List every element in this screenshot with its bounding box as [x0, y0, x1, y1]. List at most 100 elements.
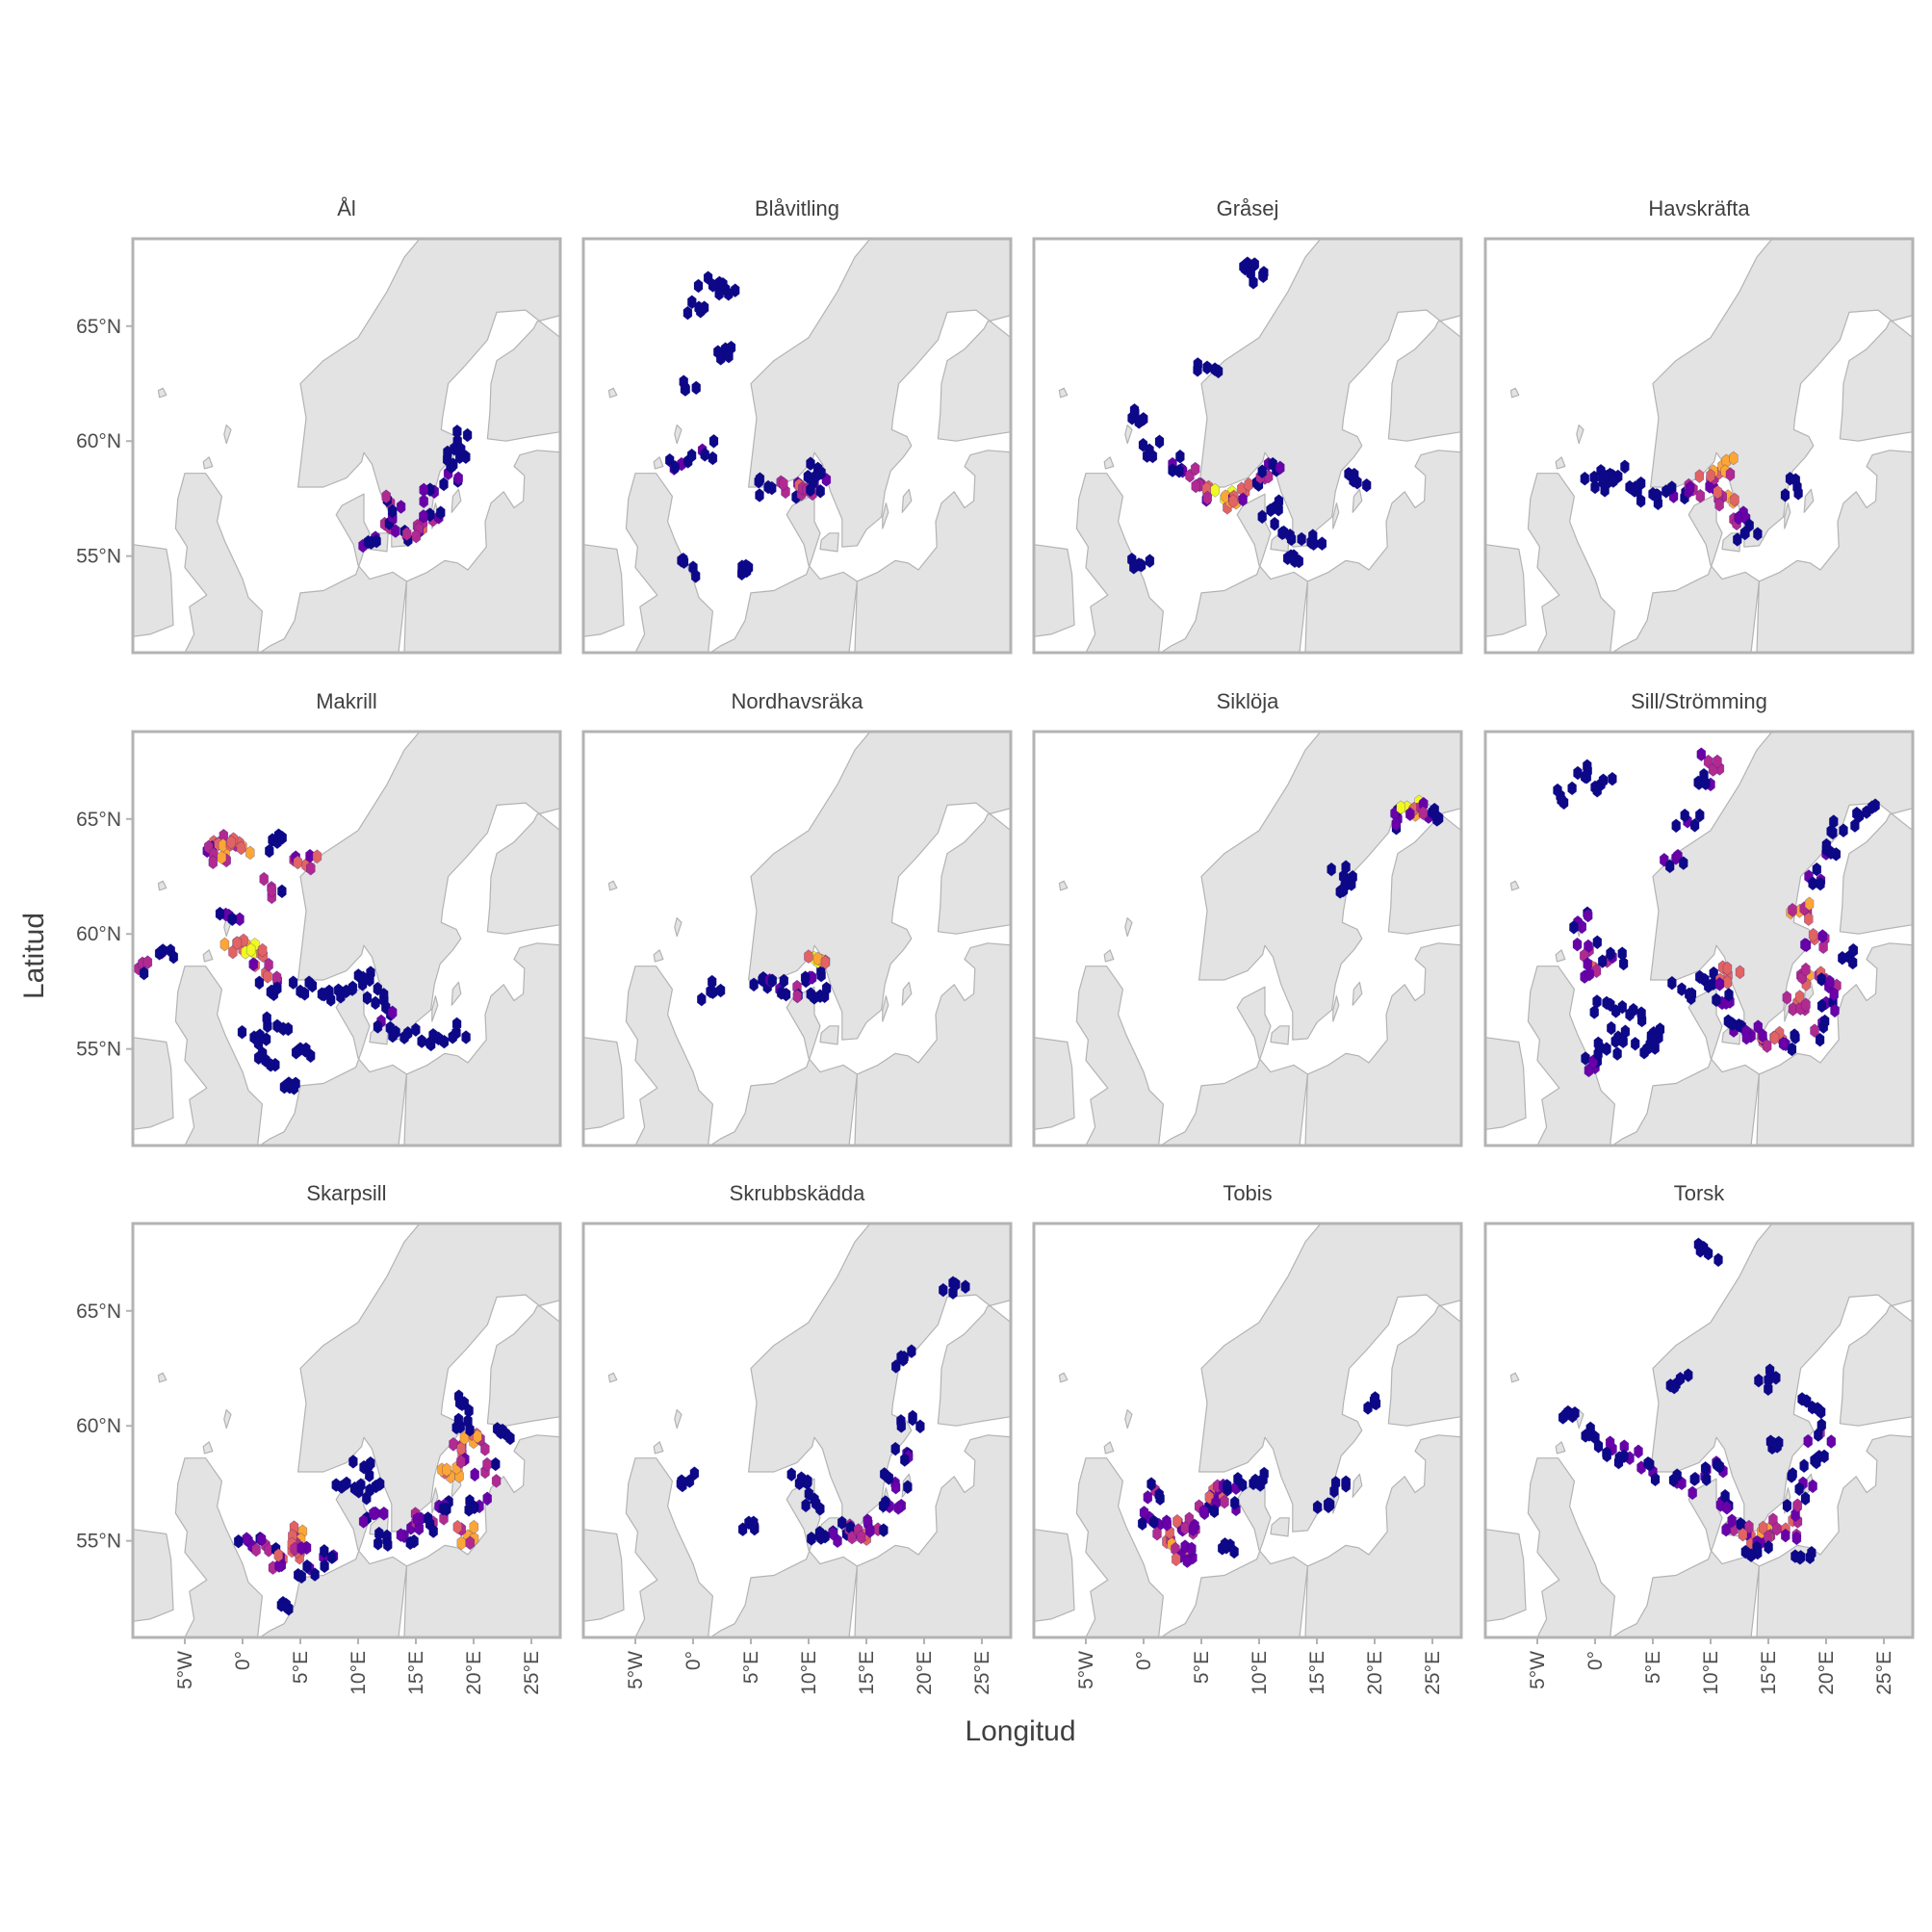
hex-cell: [456, 1535, 467, 1551]
hex-cell: [1583, 908, 1593, 923]
hex-cell: [730, 283, 740, 298]
hex-cell: [961, 1279, 970, 1295]
hex-cell: [1664, 859, 1675, 874]
x-tick-label: 15°E: [1758, 1651, 1780, 1695]
hex-cell: [1610, 1034, 1620, 1049]
hex-cell: [265, 843, 274, 859]
hex-cell: [815, 1501, 825, 1516]
hex-cell: [1807, 1545, 1816, 1560]
hex-cell: [1816, 1404, 1826, 1420]
hex-cell: [915, 1419, 925, 1434]
hex-cell: [1712, 992, 1721, 1008]
x-tick-label: 5°E: [740, 1651, 762, 1684]
hex-cell: [417, 1034, 426, 1049]
hexbin-layer: [1127, 256, 1372, 575]
hex-cell: [816, 967, 826, 983]
hex-cell: [168, 949, 179, 965]
hex-cell: [1188, 1522, 1198, 1537]
hex-cell: [1667, 480, 1677, 495]
hex-cell: [1617, 946, 1627, 962]
hex-cell: [811, 468, 821, 483]
hex-cell: [371, 995, 380, 1011]
hex-cell: [1581, 1051, 1590, 1066]
hex-cell: [470, 1500, 479, 1515]
hex-cell: [1646, 1032, 1657, 1046]
hex-cell: [236, 840, 246, 856]
hex-cell: [950, 1276, 961, 1292]
hex-cell: [300, 1043, 311, 1058]
x-tick-label: 5°W: [1075, 1651, 1097, 1689]
hex-cell: [1198, 1504, 1209, 1519]
hex-cell: [1793, 485, 1803, 501]
hex-cell: [1804, 896, 1815, 912]
hex-cell: [1341, 860, 1351, 875]
hex-cell: [815, 483, 825, 499]
hex-cell: [1220, 1494, 1229, 1509]
hex-cell: [693, 278, 704, 294]
hex-cell: [154, 945, 165, 961]
hex-cell: [1800, 1491, 1811, 1507]
hex-cell: [1582, 769, 1592, 785]
hex-cell: [362, 1490, 372, 1506]
hex-cell: [1346, 877, 1356, 891]
hex-cell: [1598, 773, 1609, 788]
hex-cell: [1730, 492, 1739, 507]
hex-cell: [1803, 1433, 1814, 1449]
hex-cell: [331, 1478, 341, 1493]
hex-cell: [801, 1498, 811, 1513]
x-tick-label: 5°W: [1527, 1651, 1549, 1689]
hex-cell: [1685, 480, 1695, 496]
hex-cell: [1825, 974, 1835, 990]
hex-cell: [1650, 1472, 1661, 1487]
hex-cell: [755, 472, 765, 487]
hex-cell: [257, 942, 268, 958]
hex-cell: [348, 1454, 358, 1469]
hex-cell: [1696, 747, 1707, 762]
hex-cell: [899, 1350, 909, 1365]
facet-title: Nordhavsräka: [732, 689, 864, 713]
hex-cell: [1703, 979, 1713, 993]
hex-cell: [1278, 525, 1289, 540]
hex-cell: [451, 1420, 462, 1435]
hexbin-layer: [233, 1389, 515, 1616]
hex-cell: [1675, 1371, 1686, 1386]
hex-cell: [890, 1480, 901, 1495]
hex-cell: [1202, 360, 1212, 375]
hex-cell: [1567, 781, 1577, 796]
hex-cell: [1396, 800, 1406, 815]
x-tick-label: 0°: [232, 1651, 254, 1670]
hex-cell: [453, 471, 464, 486]
hex-cell: [1801, 1394, 1812, 1408]
hex-cell: [435, 505, 446, 521]
hex-cell: [1590, 780, 1600, 795]
hex-cell: [280, 1598, 291, 1613]
hex-cell: [893, 1500, 904, 1515]
hex-cell: [1174, 463, 1184, 478]
hex-cell: [412, 1511, 423, 1527]
hex-cell: [1606, 997, 1615, 1013]
hex-cell: [356, 1478, 366, 1493]
hex-cell: [1680, 808, 1689, 823]
x-tick-label: 25°E: [971, 1651, 993, 1695]
hex-cell: [411, 528, 422, 544]
hex-cell: [1722, 961, 1733, 976]
hex-cell: [465, 1535, 476, 1551]
hex-cell: [1607, 1020, 1616, 1036]
facet-panel: Skrubbskädda: [581, 1181, 1013, 1639]
hex-cell: [1307, 528, 1318, 544]
y-axis-title: Latitud: [18, 913, 50, 999]
hex-cell: [1172, 1552, 1181, 1567]
hex-cell: [288, 975, 298, 991]
hex-cell: [1229, 1544, 1239, 1559]
facet-panel: Skarpsill: [131, 1181, 562, 1639]
facet-title: Sill/Strömming: [1631, 689, 1767, 713]
hex-cell: [457, 1397, 467, 1412]
hex-cell: [767, 973, 778, 989]
hex-cell: [456, 1454, 466, 1469]
hex-cell: [1713, 484, 1723, 500]
hex-cell: [804, 1486, 814, 1502]
hex-cell: [1764, 1539, 1773, 1555]
hex-cell: [713, 345, 723, 360]
hex-cell: [1765, 1363, 1775, 1378]
hex-cell: [219, 937, 230, 952]
